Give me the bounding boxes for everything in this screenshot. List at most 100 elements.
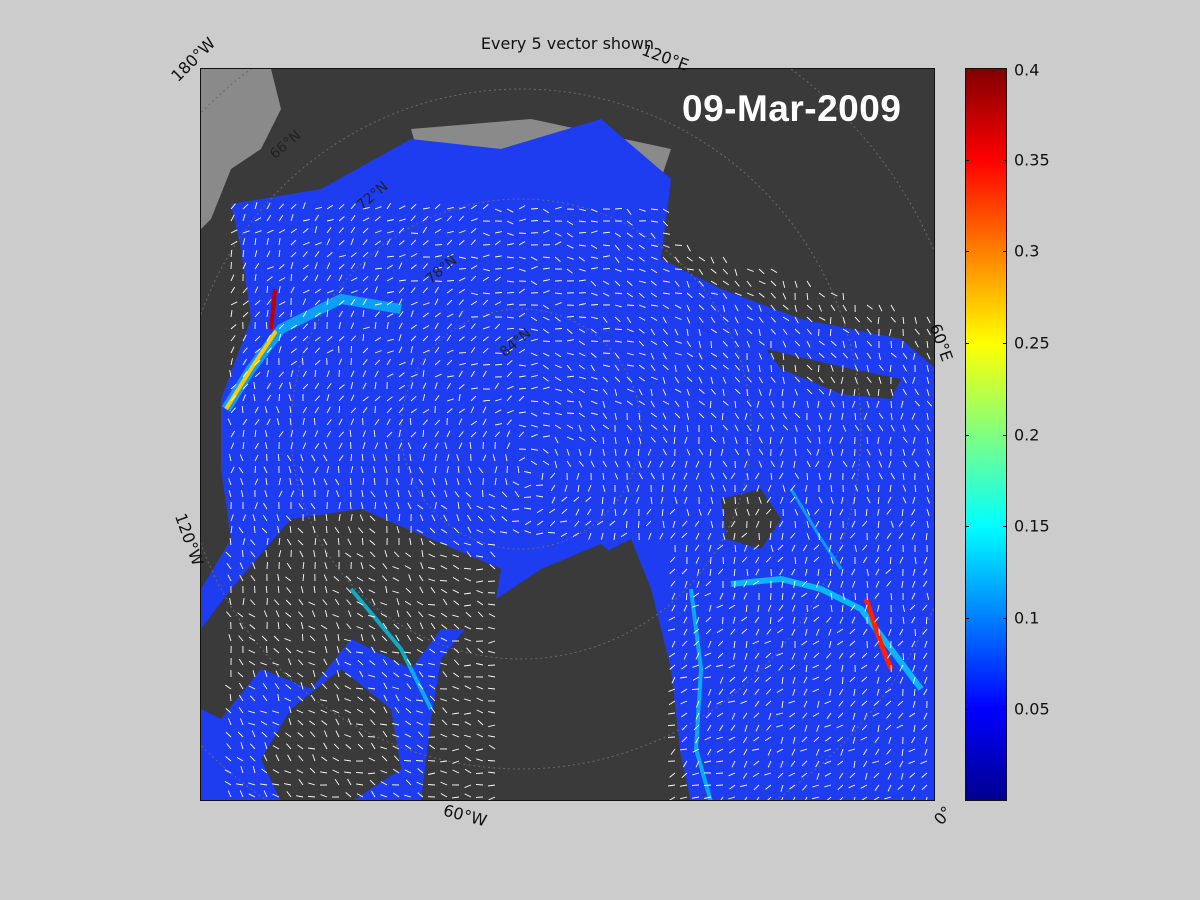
drift-vector	[912, 700, 916, 708]
drift-vector	[488, 603, 496, 606]
drift-vector	[681, 532, 688, 539]
drift-vector	[805, 496, 808, 504]
drift-vector	[794, 316, 799, 324]
drift-vector	[681, 712, 688, 718]
drift-vector	[746, 340, 751, 348]
drift-vector	[662, 304, 670, 310]
drift-vector	[398, 384, 406, 390]
drift-vector	[452, 564, 460, 570]
drift-vector	[278, 203, 285, 210]
drift-vector	[371, 634, 376, 642]
drift-vector	[849, 652, 856, 658]
drift-vector	[794, 556, 797, 565]
drift-vector	[753, 760, 760, 766]
drift-vector	[383, 682, 388, 690]
drift-vector	[338, 442, 343, 450]
drift-vector	[302, 251, 308, 258]
drift-vector	[344, 759, 352, 762]
drift-vector	[260, 662, 268, 666]
drift-vector	[237, 731, 244, 738]
drift-vector	[386, 255, 395, 258]
drift-vector	[542, 460, 550, 466]
drift-vector	[624, 448, 628, 456]
drift-vector	[470, 431, 477, 438]
drift-vector	[500, 505, 508, 510]
drift-vector	[794, 352, 800, 360]
drift-vector	[740, 700, 748, 705]
drift-vector	[262, 695, 268, 702]
drift-vector	[264, 406, 268, 414]
drift-vector	[452, 723, 460, 726]
drift-vector	[347, 778, 352, 786]
drift-vector	[242, 203, 249, 210]
drift-vector	[380, 723, 388, 726]
drift-vector	[263, 466, 268, 474]
drift-vector	[686, 244, 691, 252]
drift-vector	[362, 275, 369, 282]
drift-vector	[662, 400, 670, 405]
drift-vector	[434, 347, 440, 354]
drift-vector	[356, 553, 364, 558]
drift-vector	[638, 268, 646, 273]
drift-vector	[777, 556, 784, 563]
drift-vector	[518, 387, 527, 390]
drift-vector	[614, 292, 623, 295]
drift-vector	[746, 472, 749, 480]
drift-vector	[237, 671, 244, 678]
drift-vector	[613, 496, 616, 504]
drift-vector	[686, 328, 689, 336]
drift-vector	[250, 599, 256, 606]
drift-vector	[708, 640, 712, 648]
drift-vector	[744, 652, 748, 660]
drift-vector	[393, 672, 400, 678]
drift-vector	[566, 339, 574, 342]
drift-vector	[446, 454, 450, 462]
drift-vector	[326, 490, 329, 498]
drift-vector	[650, 364, 656, 371]
colorbar-tick-mark	[1003, 526, 1007, 528]
drift-vector	[297, 732, 304, 738]
drift-vector	[518, 375, 526, 378]
drift-vector	[416, 636, 424, 642]
drift-vector	[782, 280, 786, 288]
drift-vector	[470, 420, 478, 426]
drift-vector	[549, 520, 556, 527]
drift-vector	[873, 772, 880, 779]
drift-vector	[272, 721, 280, 726]
drift-vector	[758, 364, 761, 372]
drift-vector	[524, 471, 532, 474]
drift-vector	[777, 628, 784, 634]
drift-vector	[686, 448, 691, 456]
drift-vector	[755, 556, 760, 564]
drift-vector	[729, 676, 736, 682]
drift-vector	[758, 292, 765, 298]
drift-vector	[332, 589, 340, 594]
drift-vector	[674, 412, 681, 419]
drift-vector	[722, 304, 726, 312]
colorbar-tick-label: 0.05	[1014, 699, 1050, 719]
drift-vector	[288, 466, 292, 474]
drift-vector	[902, 352, 908, 359]
drift-vector	[662, 424, 668, 431]
drift-vector	[818, 376, 824, 383]
drift-vector	[248, 793, 256, 798]
drift-vector	[886, 532, 892, 539]
drift-vector	[323, 658, 328, 666]
drift-vector	[344, 685, 352, 690]
drift-vector	[242, 311, 249, 318]
drift-vector	[662, 412, 667, 420]
drift-vector	[710, 472, 715, 480]
drift-vector	[648, 532, 652, 540]
drift-vector	[866, 364, 869, 372]
drift-vector	[302, 418, 305, 426]
drift-vector	[310, 682, 316, 690]
drift-vector	[380, 770, 388, 774]
drift-vector	[876, 676, 880, 684]
drift-vector	[671, 676, 676, 684]
drift-vector	[626, 340, 634, 343]
drift-vector	[742, 712, 748, 720]
drift-vector	[356, 626, 364, 630]
drift-vector	[230, 395, 236, 402]
drift-vector	[241, 405, 244, 414]
drift-vector	[848, 748, 856, 752]
